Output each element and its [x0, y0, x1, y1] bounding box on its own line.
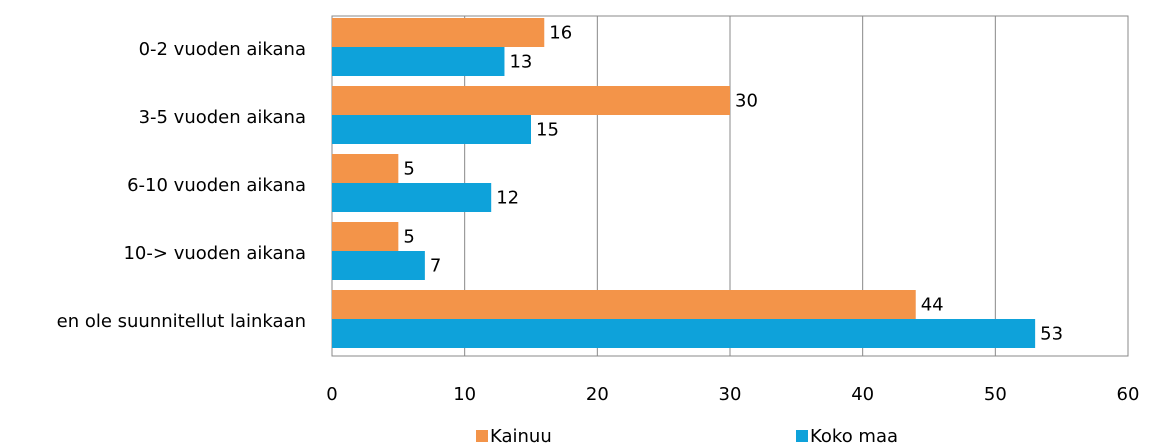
bar [332, 251, 425, 280]
y-tick-label: 0-2 vuoden aikana [139, 39, 306, 60]
data-label: 7 [430, 256, 441, 277]
legend-label: Koko maa [810, 426, 898, 447]
bar [332, 154, 399, 183]
data-label: 13 [509, 52, 532, 73]
x-tick-label: 0 [326, 384, 337, 405]
bar [332, 183, 492, 212]
data-label: 5 [403, 159, 414, 180]
data-label: 30 [735, 91, 758, 112]
bar [332, 86, 730, 115]
x-tick-label: 40 [851, 384, 874, 405]
bar [332, 222, 399, 251]
data-label: 5 [403, 227, 414, 248]
x-tick-label: 30 [719, 384, 742, 405]
x-tick-label: 20 [586, 384, 609, 405]
y-tick-label: 3-5 vuoden aikana [139, 107, 306, 128]
bar [332, 47, 505, 76]
legend-label: Kainuu [490, 426, 552, 447]
bar [332, 18, 545, 47]
data-label: 12 [496, 188, 519, 209]
y-tick-label: 10-> vuoden aikana [123, 243, 306, 264]
bar [332, 319, 1036, 348]
x-tick-label: 10 [453, 384, 476, 405]
bar [332, 115, 531, 144]
bar [332, 290, 916, 319]
data-label: 53 [1040, 324, 1063, 345]
x-tick-label: 60 [1117, 384, 1140, 405]
legend-swatch [796, 430, 808, 442]
x-tick-label: 50 [984, 384, 1007, 405]
data-label: 16 [549, 23, 572, 44]
data-label: 44 [921, 295, 944, 316]
data-label: 15 [536, 120, 559, 141]
y-tick-label: 6-10 vuoden aikana [127, 175, 306, 196]
legend-swatch [476, 430, 488, 442]
y-tick-label: en ole suunnitellut lainkaan [57, 311, 306, 332]
